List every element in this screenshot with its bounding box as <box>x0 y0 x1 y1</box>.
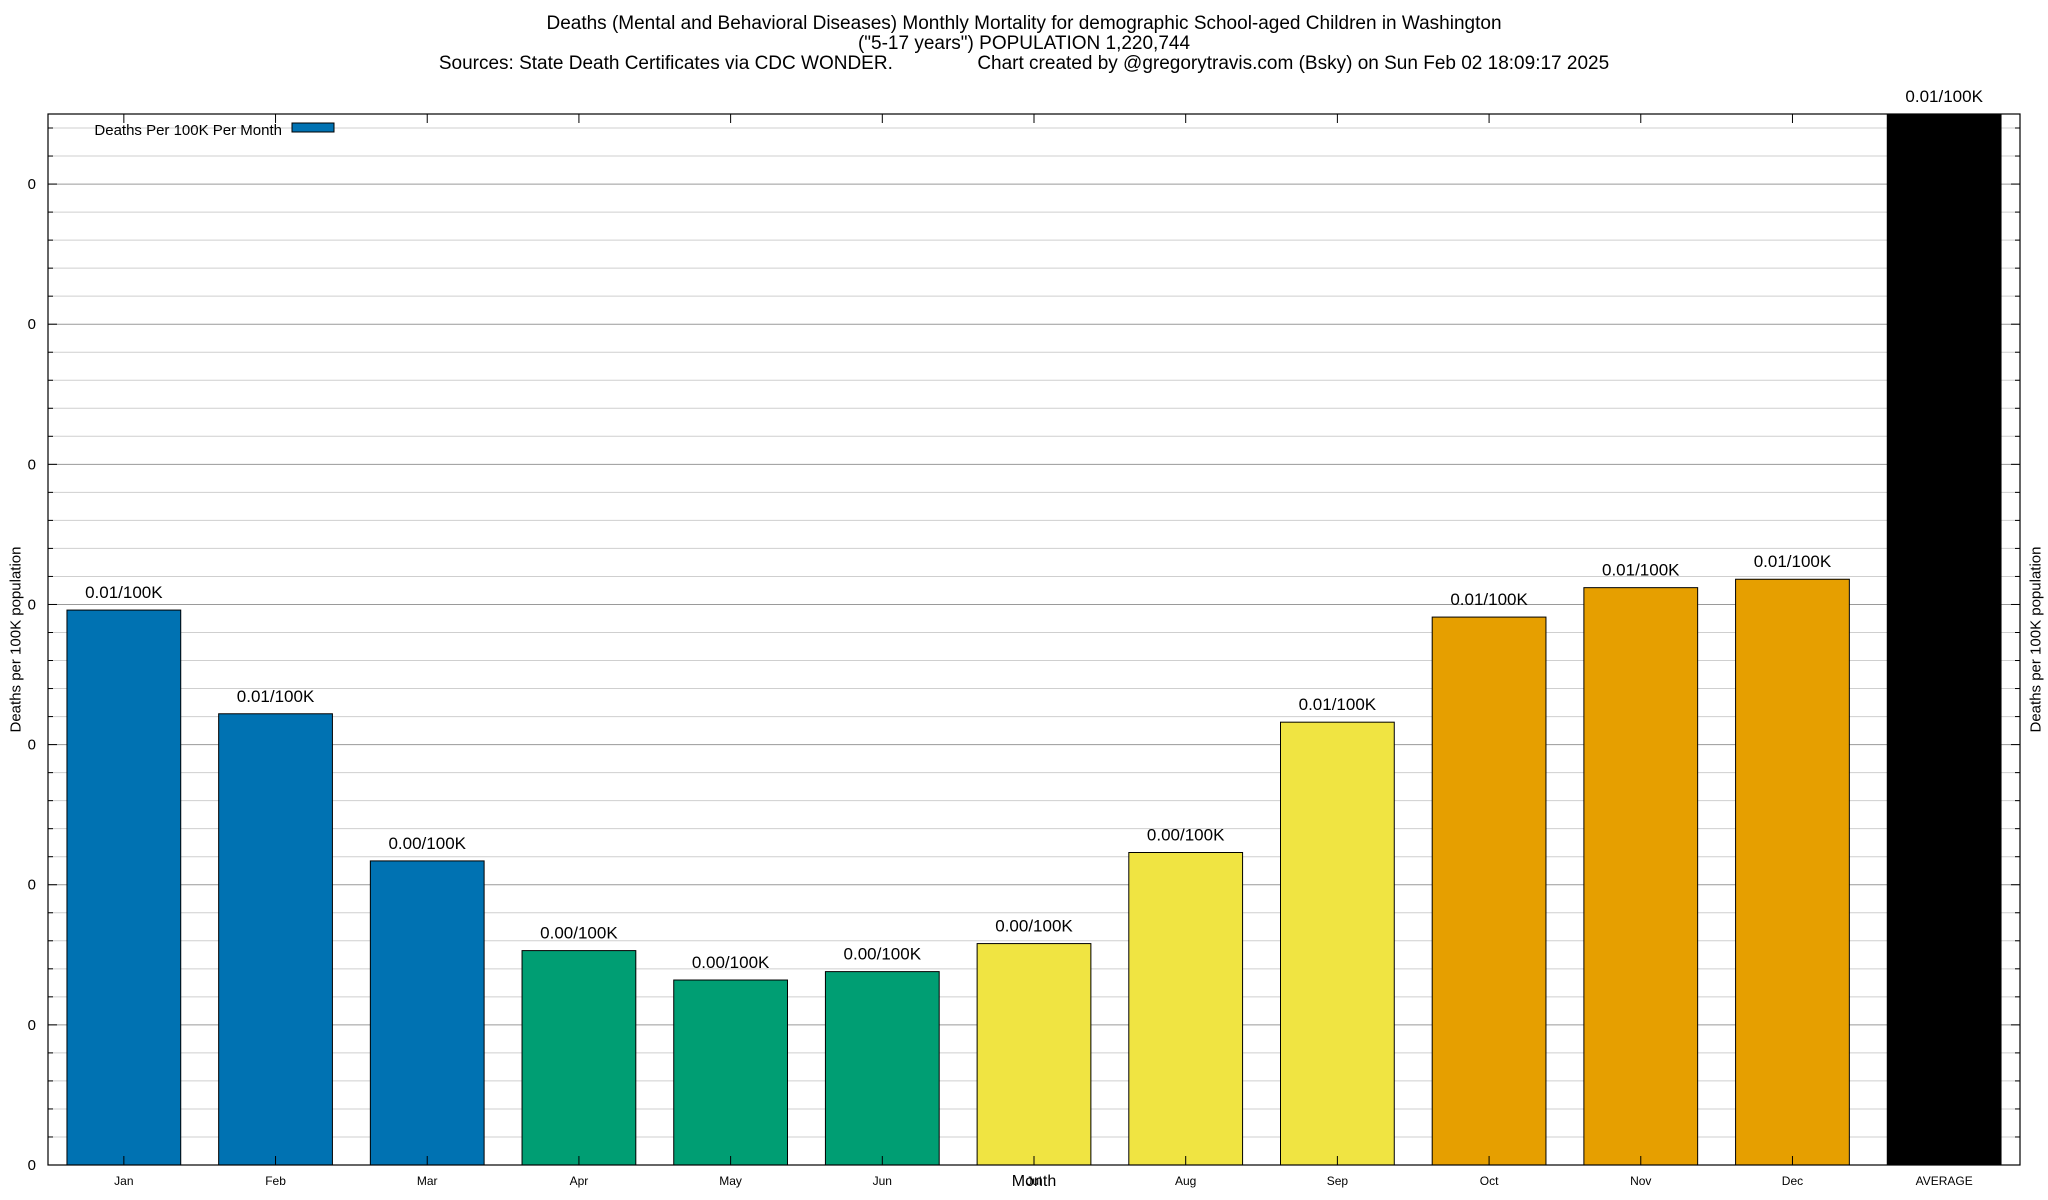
x-tick-label: Jun <box>873 1174 892 1188</box>
bar-jan <box>66 609 182 1166</box>
data-label-dec: 0.01/100K <box>1754 552 1832 571</box>
x-tick-label: Feb <box>265 1174 286 1188</box>
plot-frame <box>47 113 2021 1166</box>
legend-label: Deaths Per 100K Per Month <box>94 122 282 139</box>
x-tick-label: Oct <box>1480 1174 1499 1188</box>
data-label-jul: 0.00/100K <box>995 917 1073 936</box>
x-tick-label: May <box>719 1174 742 1188</box>
x-tick-label: Sep <box>1327 1174 1349 1188</box>
y-tick-label: 0 <box>28 1017 36 1034</box>
bar-average <box>1886 113 2002 1166</box>
data-label-may: 0.00/100K <box>692 953 770 972</box>
x-tick-label: Apr <box>570 1174 589 1188</box>
data-label-apr: 0.00/100K <box>540 924 618 943</box>
y-tick-label: 0 <box>28 737 36 754</box>
y-tick-label: 0 <box>28 877 36 894</box>
bar-feb <box>218 713 333 1166</box>
data-label-jun: 0.00/100K <box>844 945 922 964</box>
data-label-aug: 0.00/100K <box>1147 826 1225 845</box>
y-tick-label: 0 <box>28 316 36 333</box>
legend: Deaths Per 100K Per Month <box>94 122 335 139</box>
bar-jun <box>824 971 940 1166</box>
data-label-jan: 0.01/100K <box>85 583 163 602</box>
y-tick-label: 0 <box>28 456 36 473</box>
bar-may <box>673 979 789 1166</box>
bar-oct <box>1431 616 1547 1166</box>
data-label-oct: 0.01/100K <box>1450 590 1528 609</box>
bar-dec <box>1735 578 1850 1166</box>
bar-apr <box>521 950 637 1166</box>
x-tick-label: Dec <box>1782 1174 1803 1188</box>
bar-mar <box>369 860 485 1166</box>
data-label-nov: 0.01/100K <box>1602 561 1680 580</box>
x-tick-label: Nov <box>1630 1174 1651 1188</box>
x-tick-label: Jul <box>1026 1174 1041 1188</box>
data-label-sep: 0.01/100K <box>1299 695 1377 714</box>
y-axis-label-right: Deaths per 100K population <box>2027 546 2045 733</box>
y-axis-label-left: Deaths per 100K population <box>7 546 25 733</box>
chart-title: Deaths (Mental and Behavioral Diseases) … <box>546 13 1502 34</box>
bar-sep <box>1280 721 1395 1166</box>
bars <box>66 113 2002 1166</box>
chart-subtitle: ("5-17 years") POPULATION 1,220,744 <box>857 33 1191 54</box>
bar-nov <box>1583 587 1699 1166</box>
x-axis-label: Month <box>1012 1173 1056 1190</box>
x-tick-label: Mar <box>417 1174 438 1188</box>
tick-marks: 0 0 0 0 0 0 0 0 Jan Feb Mar Apr May Jun Jul Aug Sep Oct No… <box>28 114 2020 1188</box>
data-label-feb: 0.01/100K <box>237 687 315 706</box>
y-tick-label: 0 <box>28 176 36 193</box>
data-label-mar: 0.00/100K <box>388 834 466 853</box>
legend-swatch <box>291 122 335 133</box>
data-label-average: 0.01/100K <box>1905 87 1983 106</box>
bar-jul <box>976 943 1092 1166</box>
chart-sources: Sources: State Death Certificates via CD… <box>438 53 1610 74</box>
x-tick-label: AVERAGE <box>1916 1174 1973 1188</box>
y-tick-label: 0 <box>28 596 36 613</box>
y-tick-label: 0 <box>28 1157 36 1174</box>
data-labels: 0.01/100K 0.01/100K 0.00/100K 0.00/100K 0.00… <box>85 87 1983 972</box>
bar-aug <box>1128 852 1244 1166</box>
x-tick-label: Jan <box>114 1174 133 1188</box>
x-tick-label: Aug <box>1175 1174 1196 1188</box>
